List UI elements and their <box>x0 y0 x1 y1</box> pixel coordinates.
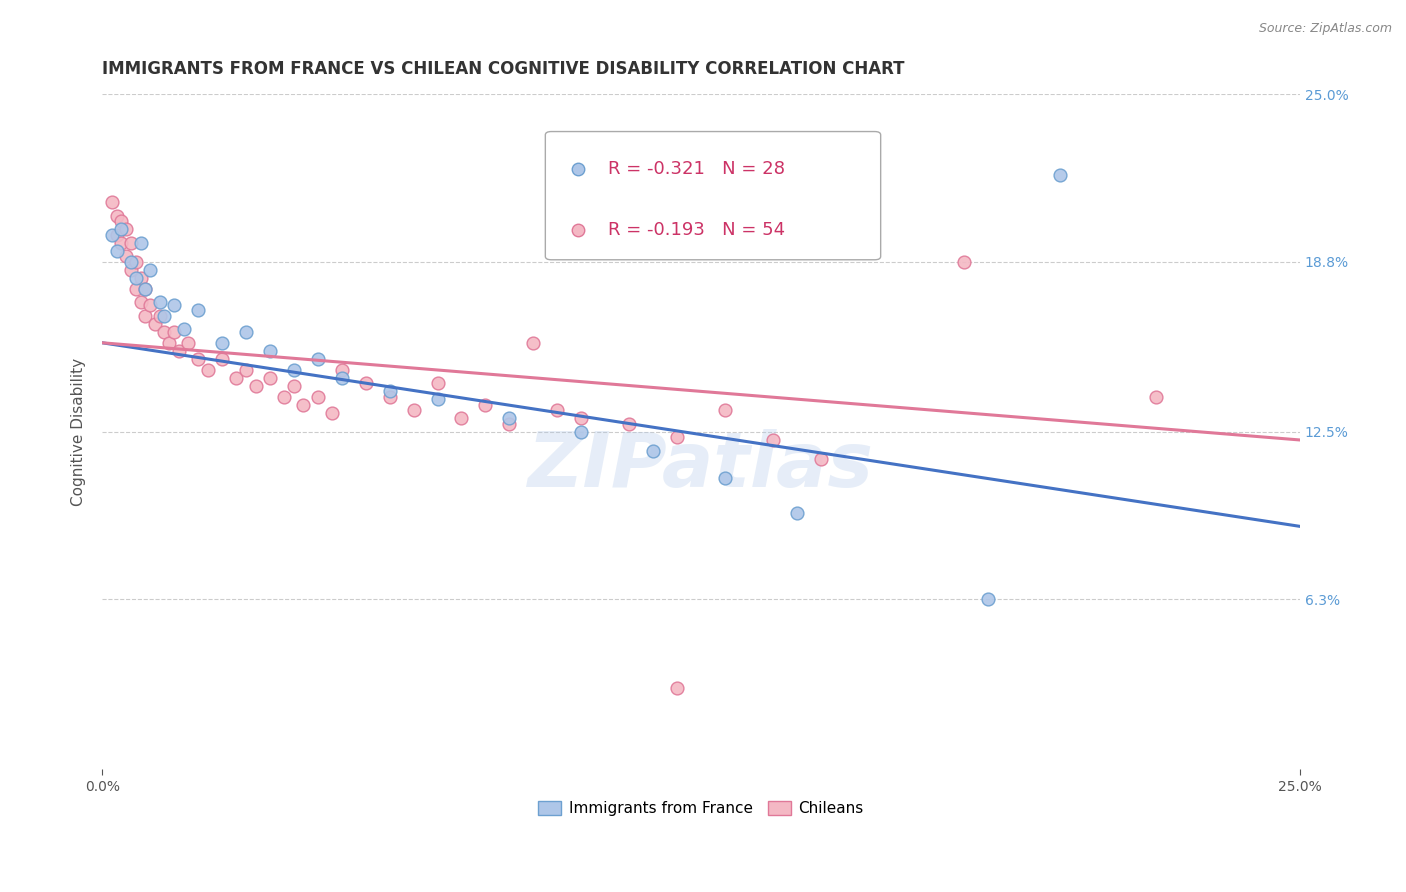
Point <box>139 263 162 277</box>
Point <box>283 363 305 377</box>
Text: Source: ZipAtlas.com: Source: ZipAtlas.com <box>1258 22 1392 36</box>
Point <box>120 235 142 250</box>
Point <box>714 403 737 417</box>
Point <box>157 335 180 350</box>
Point <box>643 443 665 458</box>
Text: ZIPatlas: ZIPatlas <box>529 429 875 502</box>
Point <box>167 343 190 358</box>
Point <box>120 254 142 268</box>
Point <box>187 303 209 318</box>
Point <box>197 363 219 377</box>
Point <box>125 271 148 285</box>
Point <box>211 351 233 366</box>
Point <box>786 506 808 520</box>
Point <box>426 392 449 407</box>
Point <box>426 376 449 391</box>
Point <box>762 433 785 447</box>
Point <box>105 227 128 242</box>
Point <box>666 681 689 696</box>
Point <box>953 254 976 268</box>
Point <box>617 417 640 431</box>
Point <box>211 335 233 350</box>
Point <box>522 335 544 350</box>
Point <box>134 282 156 296</box>
Point <box>173 322 195 336</box>
Point <box>1049 169 1071 183</box>
Point <box>143 317 166 331</box>
Point <box>153 309 176 323</box>
Point <box>569 425 592 439</box>
Point <box>273 390 295 404</box>
Point <box>120 263 142 277</box>
Text: R = -0.193   N = 54: R = -0.193 N = 54 <box>607 220 785 239</box>
Point <box>569 411 592 425</box>
FancyBboxPatch shape <box>546 131 880 260</box>
Point <box>187 351 209 366</box>
Point <box>474 398 496 412</box>
Point <box>354 376 377 391</box>
Point <box>977 592 1000 607</box>
Point <box>292 398 315 412</box>
Point <box>101 195 124 210</box>
Point <box>330 371 353 385</box>
Point <box>498 411 520 425</box>
Point <box>134 282 156 296</box>
Point <box>101 227 124 242</box>
Point <box>129 235 152 250</box>
Point <box>177 335 200 350</box>
Text: R = -0.321   N = 28: R = -0.321 N = 28 <box>607 160 785 178</box>
Point <box>259 343 281 358</box>
Point <box>110 235 132 250</box>
Point <box>666 430 689 444</box>
Point <box>498 417 520 431</box>
Point <box>330 363 353 377</box>
Point <box>225 371 247 385</box>
Point <box>115 222 138 236</box>
Point <box>307 351 329 366</box>
Point <box>129 295 152 310</box>
Point <box>125 282 148 296</box>
Point <box>378 390 401 404</box>
Point <box>163 298 186 312</box>
Point <box>402 403 425 417</box>
Point <box>1144 390 1167 404</box>
Point <box>115 249 138 263</box>
Text: IMMIGRANTS FROM FRANCE VS CHILEAN COGNITIVE DISABILITY CORRELATION CHART: IMMIGRANTS FROM FRANCE VS CHILEAN COGNIT… <box>103 60 904 78</box>
Point <box>283 379 305 393</box>
Point <box>235 325 257 339</box>
Legend: Immigrants from France, Chileans: Immigrants from France, Chileans <box>531 795 870 822</box>
Point <box>546 403 568 417</box>
Point <box>134 309 156 323</box>
Point <box>235 363 257 377</box>
Point <box>163 325 186 339</box>
Point <box>105 244 128 258</box>
Point <box>810 451 832 466</box>
Y-axis label: Cognitive Disability: Cognitive Disability <box>72 358 86 506</box>
Point <box>105 209 128 223</box>
Point <box>139 298 162 312</box>
Point <box>110 214 132 228</box>
Point <box>259 371 281 385</box>
Point <box>153 325 176 339</box>
Point <box>149 309 172 323</box>
Point <box>110 222 132 236</box>
Point <box>149 295 172 310</box>
Point <box>714 471 737 485</box>
Point <box>129 271 152 285</box>
Point <box>307 390 329 404</box>
Point <box>245 379 267 393</box>
Point <box>450 411 472 425</box>
Point <box>125 254 148 268</box>
Point <box>378 384 401 399</box>
Point <box>321 406 343 420</box>
